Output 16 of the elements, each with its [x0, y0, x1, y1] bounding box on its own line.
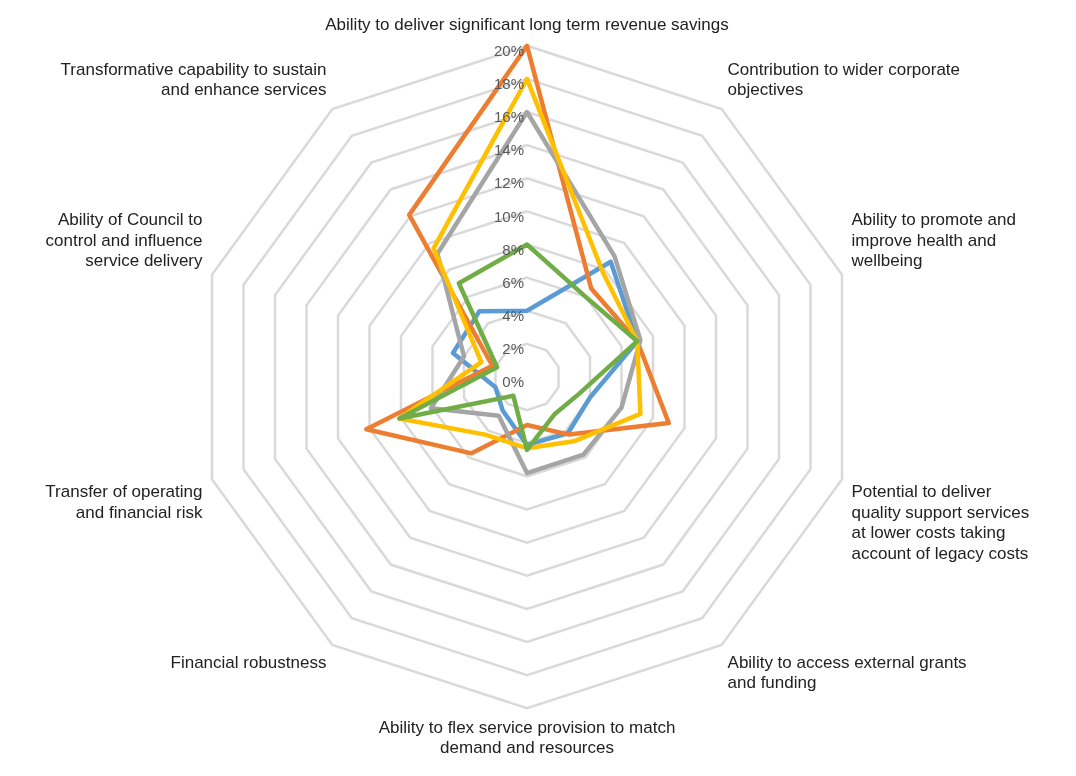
spoke-label: Ability to deliver significant long term revenue savings	[325, 15, 729, 35]
y-tick-label: 12%	[493, 174, 524, 192]
spoke-label: Transfer of operating and financial risk	[45, 482, 203, 522]
y-tick-label: 6%	[502, 273, 524, 291]
spoke-label: Ability to promote and improve health and wellbeing	[850, 210, 1016, 271]
spoke-label: Transformative capability to sustain and enhance services	[60, 60, 327, 100]
spoke-label: Financial robustness	[170, 652, 327, 672]
spoke-label: Ability of Council to control and influence service delivery	[45, 210, 203, 271]
spoke-label: Contribution to wider corporate objectives	[727, 60, 961, 100]
spoke-label: Ability to flex service provision to match demand and resources	[378, 718, 676, 758]
y-tick-label: 14%	[493, 141, 524, 159]
y-tick-label: 0%	[502, 373, 524, 391]
y-tick-label: 10%	[493, 207, 524, 225]
spoke-label: Potential to deliver quality support services at lower costs taking account of legacy costs	[851, 482, 1030, 563]
spoke-label: Ability to access external grants and funding	[727, 652, 967, 693]
y-tick-label: 2%	[502, 340, 524, 358]
